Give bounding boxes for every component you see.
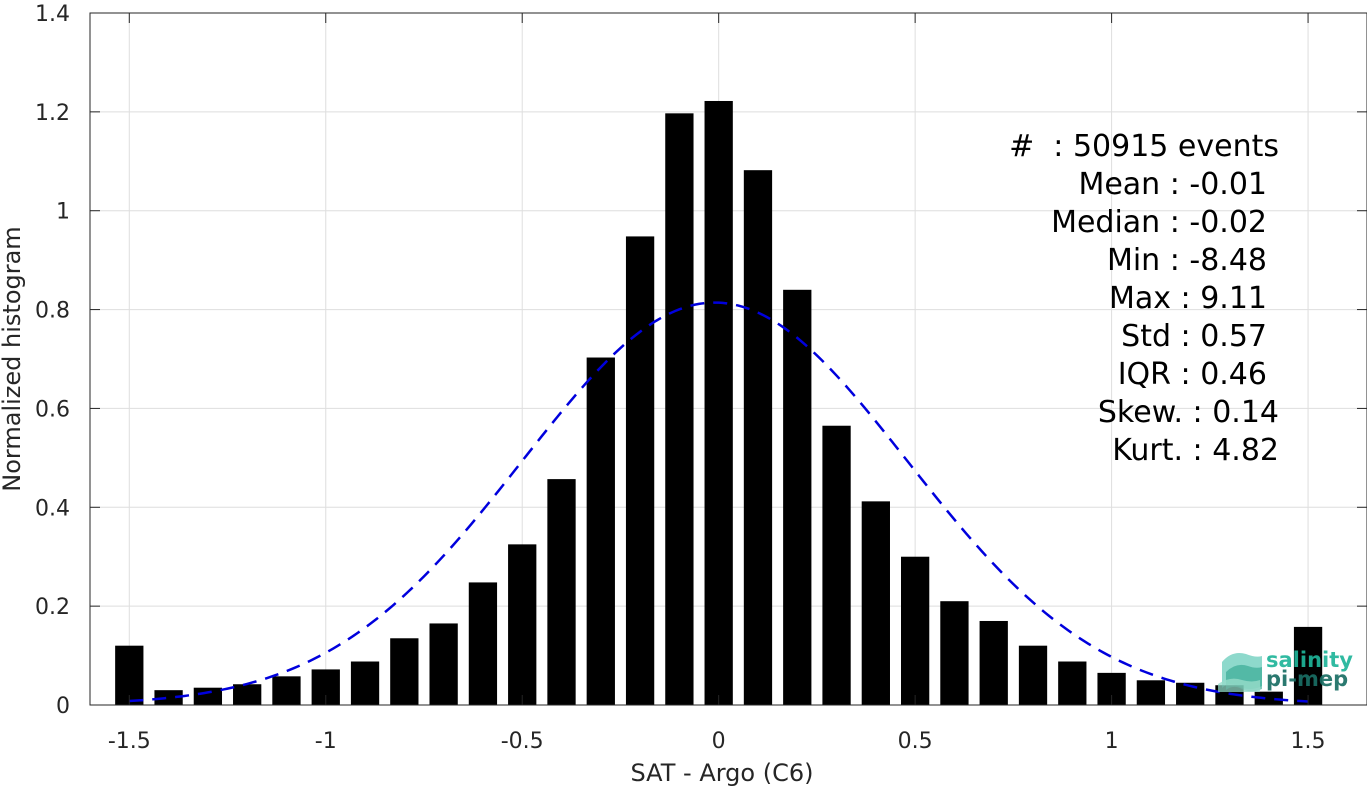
histogram-bar	[272, 676, 301, 705]
histogram-bar	[704, 100, 733, 706]
stat-skew: Skew. : 0.14	[1098, 395, 1279, 430]
stat-events: # : 50915 events	[1009, 129, 1279, 164]
y-tick-labels: 0 0.2 0.4 0.6 0.8 1 1.2 1.4	[35, 2, 70, 719]
histogram-bar	[193, 687, 223, 705]
axes-frame	[89, 12, 1367, 706]
histogram-bar	[1293, 626, 1323, 705]
histogram-bar	[822, 425, 851, 705]
histogram-bar	[861, 501, 890, 705]
x-tick-labels: -1.5 -1 -0.5 0 0.5 1 1.5	[108, 729, 1326, 754]
x-tick-label: 1.5	[1291, 729, 1326, 754]
x-tick-label: -1	[315, 729, 337, 754]
gaussian-fit-curve	[129, 301, 1309, 703]
histogram-bar	[547, 479, 576, 705]
logo-text-salinity: salinity	[1266, 648, 1353, 672]
histogram-bar	[508, 544, 537, 705]
x-tick-label: 0.5	[898, 729, 933, 754]
y-tick-label: 1.4	[35, 2, 70, 27]
stat-median: Median : -0.02	[1051, 205, 1267, 240]
y-tick-label: 0.4	[35, 496, 70, 521]
histogram-bar	[940, 601, 969, 705]
histogram-bar	[390, 638, 419, 705]
x-tick-label: -0.5	[501, 729, 544, 754]
histogram-bars	[115, 100, 1323, 706]
stat-iqr: IQR : 0.46	[1118, 357, 1267, 392]
y-axis-title: Normalized histogram	[0, 226, 26, 491]
y-tick-label: 0.2	[35, 595, 70, 620]
histogram-bar	[1176, 682, 1205, 705]
histogram-bar	[233, 684, 262, 705]
stat-kurt: Kurt. : 4.82	[1112, 433, 1279, 468]
histogram-bar	[350, 661, 380, 705]
histogram-bar	[429, 623, 458, 705]
x-tick-label: 1	[1105, 729, 1119, 754]
histogram-bar	[979, 620, 1008, 705]
salinity-pi-mep-logo: salinity pi-mep	[1218, 648, 1353, 692]
histogram-bar	[1254, 691, 1283, 705]
y-tick-label: 0.8	[35, 299, 70, 324]
stat-std: Std : 0.57	[1121, 319, 1267, 354]
histogram-bar	[743, 170, 773, 705]
y-tick-label: 0.6	[35, 397, 70, 422]
x-tick-label: 0	[712, 729, 726, 754]
histogram-bar	[783, 289, 812, 705]
histogram-bar	[154, 690, 183, 705]
histogram-bar	[1018, 645, 1048, 705]
logo-text-pi-mep: pi-mep	[1266, 667, 1348, 691]
histogram-bar	[900, 556, 930, 705]
y-tick-label: 1.2	[35, 101, 70, 126]
histogram-bar	[468, 582, 498, 705]
histogram-bar	[1136, 680, 1166, 705]
axis-ticks	[90, 12, 1367, 706]
histogram-bar	[625, 236, 655, 705]
y-tick-label: 1	[56, 200, 70, 225]
histogram-bar	[1058, 661, 1087, 705]
y-tick-label: 0	[56, 694, 70, 719]
stat-min: Min : -8.48	[1107, 243, 1267, 278]
x-tick-label: -1.5	[108, 729, 151, 754]
histogram-bar	[586, 357, 615, 705]
x-axis-title: SAT - Argo (C6)	[631, 759, 814, 787]
histogram-bar	[665, 113, 694, 706]
statistics-box: # : 50915 events Mean : -0.01 Median : -…	[1009, 129, 1279, 468]
stat-mean: Mean : -0.01	[1078, 167, 1267, 202]
wave-logo-icon	[1218, 653, 1262, 692]
stat-max: Max : 9.11	[1109, 281, 1267, 316]
